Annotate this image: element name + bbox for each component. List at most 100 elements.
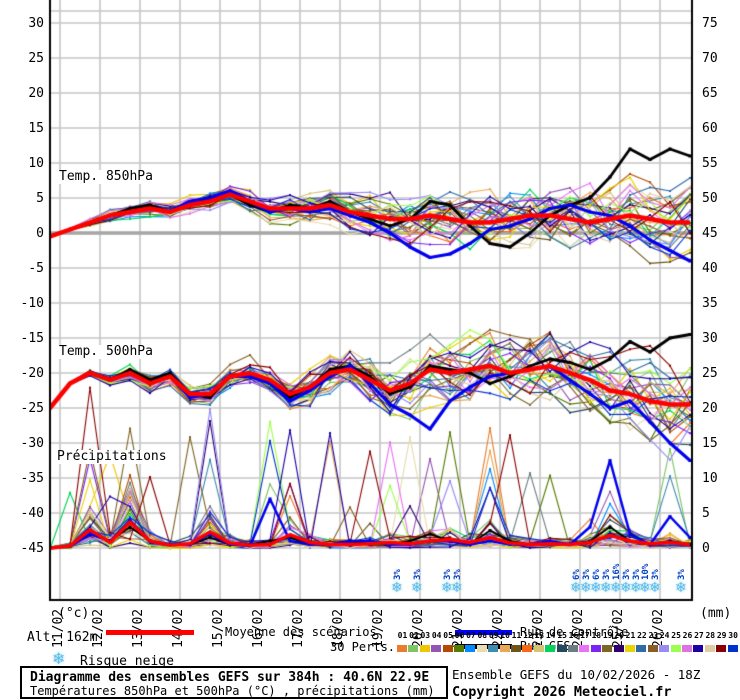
- left-axis-tick-label: -15: [20, 331, 44, 346]
- run-info-label: Ensemble GEFS du 10/02/2026 - 18Z: [452, 667, 701, 682]
- pert-color-swatch: [408, 645, 419, 652]
- x-axis-date-label: 22/02: [491, 608, 506, 648]
- snowflake-icon: ❄: [639, 580, 651, 596]
- pert-number-label: 05: [443, 631, 453, 640]
- diagram-title-box: Diagramme des ensembles GEFS sur 384h : …: [20, 666, 448, 699]
- snow-percent-label: 3%: [453, 569, 463, 580]
- right-axis-tick-label: 60: [702, 121, 718, 136]
- right-axis-tick-label: 45: [702, 226, 718, 241]
- x-axis-date-label: 21/02: [451, 608, 466, 648]
- pert-color-swatch: [590, 645, 601, 652]
- x-axis-date-label: 26/02: [651, 608, 666, 648]
- pert-color-swatch: [625, 645, 635, 652]
- pert-number-label: 15: [557, 631, 567, 640]
- right-axis-tick-label: 15: [702, 436, 718, 451]
- pert-number-label: 24: [659, 631, 670, 640]
- pert-color-swatch: [636, 645, 647, 652]
- snow-percent-label: 16%: [612, 563, 622, 580]
- pert-color-swatch: [397, 645, 407, 652]
- panel-label-500: Temp. 500hPa: [57, 344, 155, 359]
- left-axis-tick-label: 15: [28, 121, 44, 136]
- pert-color-swatch: [442, 645, 453, 652]
- pert-color-swatch: [602, 645, 613, 652]
- pert-number-label: 02: [409, 631, 419, 640]
- pert-color-swatch: [419, 645, 430, 652]
- pert-color-swatch: [533, 645, 544, 652]
- pert-color-swatch: [465, 645, 476, 652]
- pert-number-label: 08: [477, 631, 488, 640]
- snow-percent-label: 3%: [677, 569, 687, 580]
- right-axis-tick-label: 20: [702, 401, 718, 416]
- pert-number-label: 09: [488, 631, 499, 640]
- pert-color-swatch: [647, 645, 658, 652]
- right-axis-tick-label: 65: [702, 86, 718, 101]
- snow-percent-label: 3%: [651, 569, 661, 580]
- pert-number-label: 01: [397, 631, 408, 640]
- legend-control-label: Run de contrôle: [520, 625, 629, 639]
- pert-color-swatch: [522, 645, 533, 652]
- altitude-label: Alt. 162m: [27, 630, 98, 645]
- snow-percent-label: 3%: [622, 569, 632, 580]
- pert-number-label: 20: [614, 631, 624, 640]
- pert-number-label: 18: [591, 631, 602, 640]
- diagram-subtitle: Températures 850hPa et 500hPa (°C) , pré…: [30, 684, 435, 698]
- pert-color-swatch: [693, 645, 704, 652]
- pert-number-label: 13: [534, 631, 545, 640]
- snow-percent-label: 3%: [582, 569, 592, 580]
- legend-perts-label: 30 Perts.: [330, 640, 396, 654]
- snowflake-icon: ❄: [441, 580, 453, 596]
- left-axis-unit: (°c): [58, 606, 90, 621]
- pert-color-swatch: [659, 645, 670, 652]
- left-axis-tick-label: 0: [36, 226, 44, 241]
- copyright-label: Copyright 2026 Meteociel.fr: [452, 684, 672, 700]
- snowflake-icon: ❄: [590, 580, 602, 596]
- x-axis-date-label: 12/02: [91, 608, 106, 648]
- left-axis-tick-label: 20: [28, 86, 44, 101]
- pert-color-swatch: [511, 645, 521, 652]
- snowflake-icon: ❄: [610, 580, 622, 596]
- snowflake-icon: ❄: [451, 580, 463, 596]
- pert-number-label: 03: [420, 631, 431, 640]
- pert-number-label: 21: [625, 631, 636, 640]
- pert-number-label: 28: [705, 631, 716, 640]
- mean-line-swatch: [106, 630, 194, 635]
- pert-color-swatch: [716, 645, 727, 652]
- pert-color-swatch: [568, 645, 578, 652]
- snow-percent-label: 3%: [393, 569, 403, 580]
- snow-percent-label: 3%: [602, 569, 612, 580]
- right-axis-tick-label: 40: [702, 261, 718, 276]
- snowflake-icon: ❄: [52, 649, 66, 668]
- right-axis-tick-label: 55: [702, 156, 718, 171]
- legend-mean-label: Moyenne des scénarios: [225, 625, 377, 639]
- snow-percent-label: 10%: [641, 563, 651, 580]
- left-axis-tick-label: 30: [28, 16, 44, 31]
- left-axis-tick-label: -30: [20, 436, 44, 451]
- pert-number-label: 07: [466, 631, 476, 640]
- x-axis-date-label: 14/02: [171, 608, 186, 648]
- right-axis-tick-label: 75: [702, 16, 718, 31]
- x-axis-date-label: 20/02: [411, 608, 426, 648]
- left-axis-tick-label: 5: [36, 191, 44, 206]
- panel-label-850: Temp. 850hPa: [57, 169, 155, 184]
- pert-number-label: 26: [682, 631, 693, 640]
- snowflake-icon: ❄: [411, 580, 423, 596]
- right-axis-tick-label: 5: [702, 506, 710, 521]
- pert-color-swatch: [431, 645, 442, 652]
- x-axis-date-label: 11/02: [51, 608, 66, 648]
- snowflake-icon: ❄: [391, 580, 403, 596]
- right-axis-tick-label: 0: [702, 541, 710, 556]
- snowflake-icon: ❄: [600, 580, 612, 596]
- pert-number-label: 25: [671, 631, 681, 640]
- diagram-title: Diagramme des ensembles GEFS sur 384h : …: [30, 670, 430, 685]
- snow-percent-label: 6%: [572, 569, 582, 580]
- pert-number-label: 17: [580, 631, 590, 640]
- left-axis-tick-label: -20: [20, 366, 44, 381]
- pert-number-label: 27: [694, 631, 704, 640]
- ensemble-chart-canvas: [0, 0, 740, 602]
- pert-number-label: 19: [602, 631, 613, 640]
- pert-number-label: 14: [545, 631, 556, 640]
- pert-number-label: 06: [454, 631, 465, 640]
- left-axis-tick-label: -5: [28, 261, 44, 276]
- pert-number-label: 16: [568, 631, 579, 640]
